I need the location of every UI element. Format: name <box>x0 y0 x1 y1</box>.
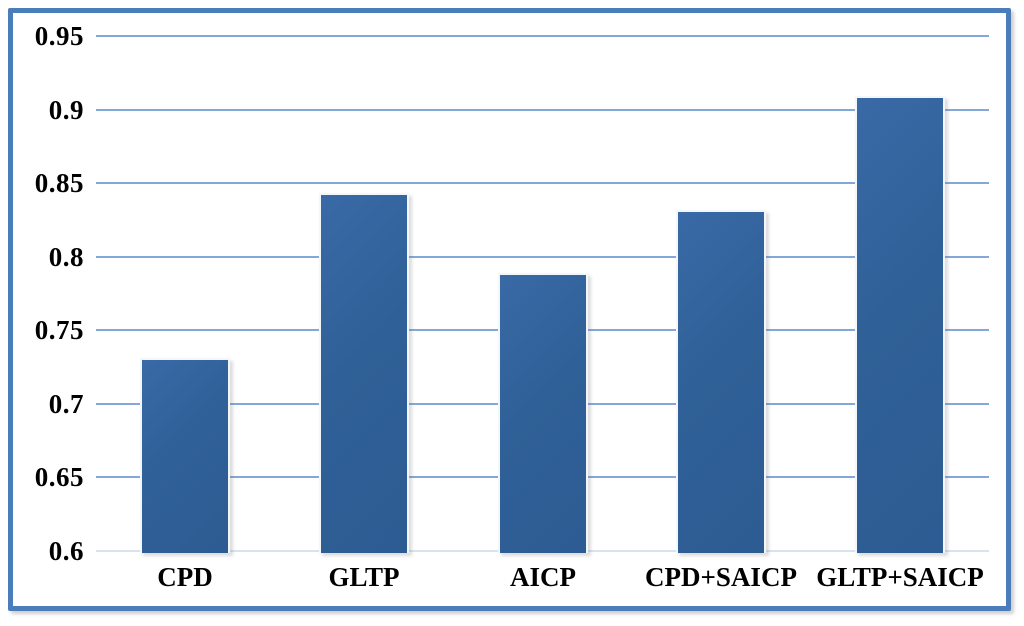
bar-gltp <box>319 193 409 553</box>
x-category-label-gltp: GLTP <box>328 562 400 592</box>
gridline-0.85 <box>96 182 989 184</box>
gridline-0.8 <box>96 256 989 258</box>
gridline-0.95 <box>96 35 989 37</box>
y-tick-label-0.95: 0.95 <box>34 21 84 51</box>
y-tick-label-0.8: 0.8 <box>48 242 84 272</box>
bar-aicp <box>498 273 588 553</box>
bar-cpd <box>140 358 230 553</box>
y-tick-label-0.75: 0.75 <box>34 315 84 345</box>
y-tick-label-0.65: 0.65 <box>34 462 84 492</box>
x-category-label-aicp: AICP <box>510 562 576 592</box>
y-tick-label-0.6: 0.6 <box>48 536 84 566</box>
x-category-label-cpd-plus-saicp: CPD+SAICP <box>645 562 797 592</box>
gridline-0.9 <box>96 109 989 111</box>
y-tick-label-0.7: 0.7 <box>48 389 84 419</box>
y-tick-label-0.9: 0.9 <box>48 95 84 125</box>
x-category-label-gltp-plus-saicp: GLTP+SAICP <box>816 562 984 592</box>
bar-cpd-plus-saicp <box>676 210 766 553</box>
x-category-label-cpd: CPD <box>157 562 213 592</box>
y-tick-label-0.85: 0.85 <box>34 168 84 198</box>
bar-gltp-plus-saicp <box>855 96 945 553</box>
